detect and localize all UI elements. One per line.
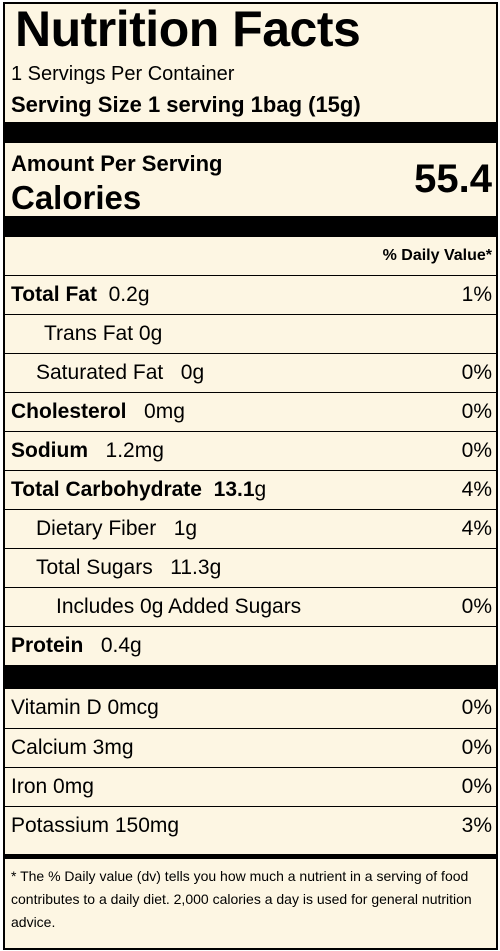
- nutrient-row-cholesterol: Cholesterol 0mg 0%: [5, 392, 496, 430]
- nutrient-dv: 0%: [461, 595, 492, 618]
- nutrient-dv: 4%: [461, 478, 492, 501]
- vitamin-row-potassium: Potassium 150mg 3%: [5, 806, 496, 844]
- serving-size: Serving Size 1 serving 1bag (15g): [11, 92, 361, 117]
- nutrient-row-trans-fat: Trans Fat 0g: [5, 314, 496, 352]
- nutrient-dv: 0%: [461, 361, 492, 384]
- thick-divider: [5, 665, 496, 689]
- thick-divider: [5, 216, 496, 237]
- nutrient-name: Sodium 1.2mg: [11, 439, 164, 462]
- vitamin-row-vitamin-d: Vitamin D 0mcg 0%: [5, 689, 496, 727]
- nutrient-row-dietary-fiber: Dietary Fiber 1g 4%: [5, 509, 496, 547]
- vitamin-dv: 0%: [461, 775, 492, 798]
- nutrient-row-total-sugars: Total Sugars 11.3g: [5, 548, 496, 586]
- nutrient-row-saturated-fat: Saturated Fat 0g 0%: [5, 353, 496, 391]
- vitamin-row-calcium: Calcium 3mg 0%: [5, 728, 496, 766]
- daily-value-header: % Daily Value*: [382, 247, 492, 264]
- nutrient-dv: 4%: [461, 517, 492, 540]
- vitamin-dv: 3%: [461, 814, 492, 837]
- nutrient-dv: 0%: [461, 400, 492, 423]
- vitamin-name: Potassium 150mg: [11, 814, 180, 837]
- nutrient-name: Protein 0.4g: [11, 634, 142, 657]
- nutrient-name: Total Sugars 11.3g: [36, 556, 222, 579]
- servings-per-container: 1 Servings Per Container: [11, 63, 235, 85]
- nutrient-row-added-sugars: Includes 0g Added Sugars 0%: [5, 587, 496, 625]
- nutrient-name: Dietary Fiber 1g: [36, 517, 198, 540]
- nutrient-row-total-carbohydrate: Total Carbohydrate 13.1g 4%: [5, 470, 496, 508]
- vitamin-row-iron: Iron 0mg 0%: [5, 767, 496, 805]
- thick-divider: [5, 122, 496, 143]
- amount-per-serving: Amount Per Serving: [11, 151, 223, 176]
- nutrient-name: Total Carbohydrate 13.1g: [11, 478, 267, 501]
- daily-value-footnote: * The % Daily value (dv) tells you how m…: [11, 868, 472, 930]
- nutrient-dv: 1%: [461, 283, 492, 306]
- vitamin-dv: 0%: [461, 696, 492, 719]
- vitamin-name: Calcium 3mg: [11, 736, 134, 759]
- nutrient-name: Trans Fat 0g: [44, 322, 163, 345]
- nutrient-name: Cholesterol 0mg: [11, 400, 185, 423]
- nutrition-facts-label: Nutrition Facts 1 Servings Per Container…: [3, 2, 498, 950]
- nutrient-row-total-fat: Total Fat 0.2g 1%: [5, 275, 496, 313]
- nutrient-row-protein: Protein 0.4g: [5, 626, 496, 664]
- nutrient-name: Saturated Fat 0g: [36, 361, 205, 384]
- label-title: Nutrition Facts: [15, 2, 361, 57]
- vitamin-name: Vitamin D 0mcg: [11, 696, 159, 719]
- vitamin-name: Iron 0mg: [11, 775, 94, 798]
- nutrient-dv: 0%: [461, 439, 492, 462]
- medium-divider: [5, 854, 496, 859]
- nutrient-name: Includes 0g Added Sugars: [56, 595, 302, 618]
- nutrient-name: Total Fat 0.2g: [11, 283, 150, 306]
- nutrient-row-sodium: Sodium 1.2mg 0%: [5, 431, 496, 469]
- calories-value: 55.4: [414, 157, 492, 201]
- vitamin-dv: 0%: [461, 736, 492, 759]
- calories-label: Calories: [11, 179, 142, 216]
